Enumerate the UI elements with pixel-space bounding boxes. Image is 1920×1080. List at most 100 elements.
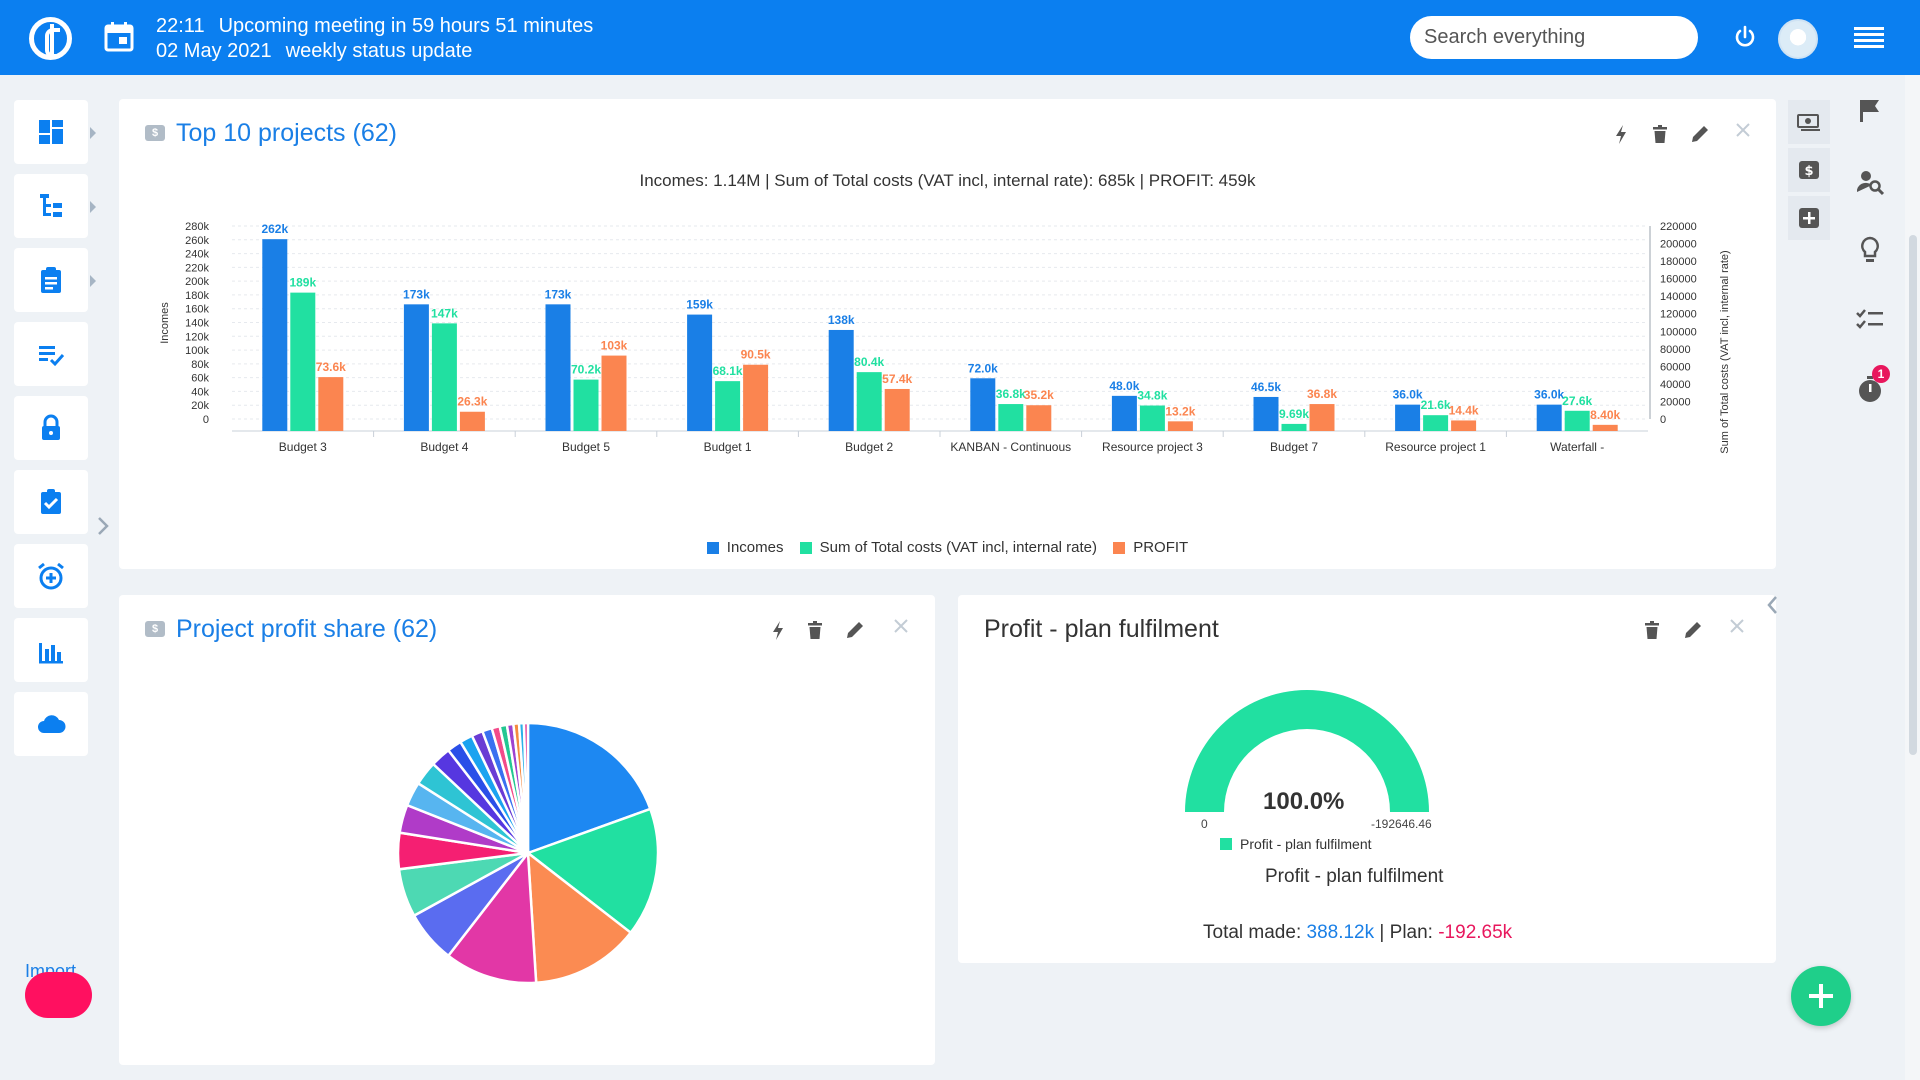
pencil-icon[interactable] [1682,619,1704,641]
submenu-caret-icon[interactable] [90,127,96,139]
plan-label: Plan: [1389,922,1433,943]
bar-data-label: 36.0k [1393,388,1423,402]
pencil-icon[interactable] [1689,123,1711,145]
add-button[interactable] [1791,966,1851,1026]
bar-incomes [1536,404,1562,431]
sidebar-item-cloud[interactable] [14,692,88,756]
trash-icon[interactable] [804,619,826,641]
y-tick-label: 140k [185,318,209,330]
bar-data-label: 159k [686,298,713,312]
y-tick-label: 120k [185,331,209,343]
sidebar-item-projects[interactable] [14,174,96,238]
x-tick-label: Budget 2 [845,440,893,454]
bar-data-label: 90.5k [741,348,771,362]
project-tree-icon [40,194,62,217]
bar-data-label: 14.4k [1449,403,1479,417]
power-icon[interactable] [1733,25,1757,49]
submenu-caret-icon[interactable] [90,201,96,213]
sidebar-item-checklists[interactable] [14,470,88,534]
plan-fulfilment-panel: Profit - plan fulfilment 100.0% 0 -19264… [958,595,1776,963]
left-sidebar [14,100,96,766]
close-icon[interactable] [890,615,912,637]
expand-sidebar-chevron-icon[interactable] [96,515,110,537]
collapse-rail-chevron-icon[interactable] [1766,594,1778,616]
bar-data-label: 13.2k [1165,404,1195,418]
bar-data-label: 72.0k [968,361,998,375]
sidebar-item-security[interactable] [14,396,88,460]
sidebar-item-issues[interactable] [14,248,96,312]
sidebar-item-reports[interactable] [14,618,88,682]
bar-incomes [262,239,288,431]
bar-sum [573,379,599,431]
app-logo-icon[interactable] [29,17,72,60]
user-search-icon[interactable] [1855,167,1885,197]
panel-header: $ Project profit share (62) [119,595,935,657]
y2-tick-label: 120000 [1660,309,1697,321]
top-projects-panel: $ Top 10 projects (62) Incomes: 1.14M | … [119,99,1776,569]
bar-data-label: 189k [289,276,316,290]
panel-title: Profit - plan fulfilment [984,615,1219,643]
bar-profit [459,411,485,431]
search-input[interactable] [1410,16,1698,59]
dashboard-icon [39,120,63,144]
timer-icon[interactable] [1855,374,1885,404]
bar-profit [318,377,344,431]
pencil-icon[interactable] [844,619,866,641]
calendar-icon[interactable] [104,21,134,52]
gauge-min-label: 0 [1201,817,1208,831]
x-tick-label: Budget 3 [279,440,327,454]
lightning-icon[interactable] [1610,123,1632,145]
trash-icon[interactable] [1649,123,1671,145]
sidebar-item-dashboard[interactable] [14,100,96,164]
gauge-legend[interactable]: Profit - plan fulfilment [1220,836,1372,852]
bar-sum [998,404,1024,431]
bar-data-label: 57.4k [882,372,912,386]
submenu-caret-icon[interactable] [90,275,96,287]
sidebar-item-tasks[interactable] [14,322,88,386]
scrollbar[interactable] [1905,75,1920,1080]
lock-icon [42,414,60,440]
bar-incomes [545,304,571,431]
top-bar: 22:11 Upcoming meeting in 59 hours 51 min… [0,0,1920,75]
legend-profit[interactable]: PROFIT [1113,539,1188,556]
panel-title[interactable]: Project profit share (62) [176,615,438,643]
bar-data-label: 35.2k [1024,388,1054,402]
bar-incomes [403,304,429,431]
import-button[interactable] [25,972,92,1018]
upcoming-meeting[interactable]: 22:11 Upcoming meeting in 59 hours 51 min… [156,14,607,64]
hamburger-menu-icon[interactable] [1854,26,1884,50]
rail-item-budget[interactable] [1788,100,1830,144]
y2-tick-label: 220000 [1660,221,1697,233]
panel-title[interactable]: Top 10 projects (62) [176,119,397,147]
bar-sum [856,372,882,431]
legend-incomes[interactable]: Incomes [706,539,784,556]
sidebar-item-reminders[interactable] [14,544,88,608]
bar-incomes [1111,395,1137,431]
y-tick-label: 60k [191,373,209,385]
user-avatar[interactable] [1778,19,1818,59]
lightning-icon[interactable] [767,619,789,641]
bar-profit [601,355,627,431]
money-plugin-icon: $ [145,621,165,637]
trash-icon[interactable] [1641,619,1663,641]
flag-icon[interactable] [1855,96,1885,126]
scrollbar-thumb[interactable] [1909,235,1917,755]
profit-share-panel: $ Project profit share (62) [119,595,935,1065]
close-icon[interactable] [1732,119,1754,141]
y2-tick-label: 100000 [1660,326,1697,338]
bar-data-label: 80.4k [854,355,884,369]
lightbulb-icon[interactable] [1855,235,1885,265]
y-tick-label: 200k [185,276,209,288]
close-icon[interactable] [1726,615,1748,637]
bar-sum [715,381,741,431]
money-icon: $ [1799,161,1819,179]
separator: | [1379,922,1385,943]
svg-text:$: $ [1804,164,1813,179]
rail-item-add[interactable] [1788,196,1830,240]
total-label: Total made: [1203,922,1302,943]
y-tick-label: 100k [185,345,209,357]
checklist-icon[interactable] [1855,305,1885,335]
y-tick-label: 80k [191,359,209,371]
legend-costs[interactable]: Sum of Total costs (VAT incl, internal r… [799,539,1097,556]
rail-item-money[interactable]: $ [1788,148,1830,192]
